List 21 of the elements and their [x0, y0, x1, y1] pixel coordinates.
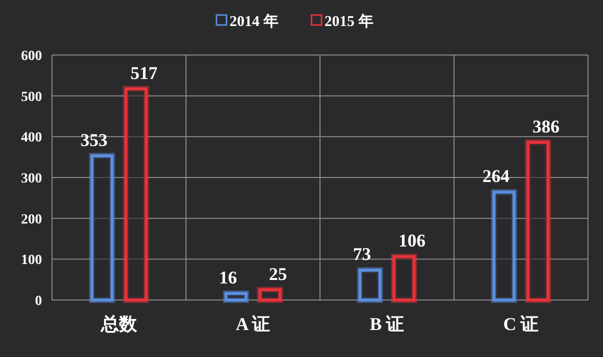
- y-tick-label: 100: [21, 253, 42, 268]
- x-tick-label: C 证: [503, 314, 539, 334]
- data-label: 106: [398, 230, 426, 251]
- y-tick-label: 200: [21, 212, 42, 228]
- data-label: 353: [80, 130, 108, 150]
- legend-label: 2015 年: [324, 13, 374, 30]
- data-label: 16: [219, 267, 237, 288]
- y-tick-label: 500: [21, 90, 42, 105]
- x-tick-label: 总数: [100, 314, 138, 334]
- y-tick-label: 0: [35, 294, 42, 309]
- data-label: 264: [482, 166, 510, 186]
- data-label: 73: [353, 244, 371, 264]
- data-label: 25: [269, 264, 287, 284]
- x-tick-label: A 证: [236, 314, 270, 334]
- legend-label: 2014 年: [230, 13, 278, 30]
- y-tick-label: 400: [21, 130, 42, 146]
- y-tick-label: 600: [21, 49, 42, 64]
- data-label: 386: [532, 116, 560, 136]
- x-tick-label: B 证: [370, 314, 404, 334]
- data-label: 517: [130, 62, 158, 83]
- y-tick-label: 300: [21, 172, 42, 186]
